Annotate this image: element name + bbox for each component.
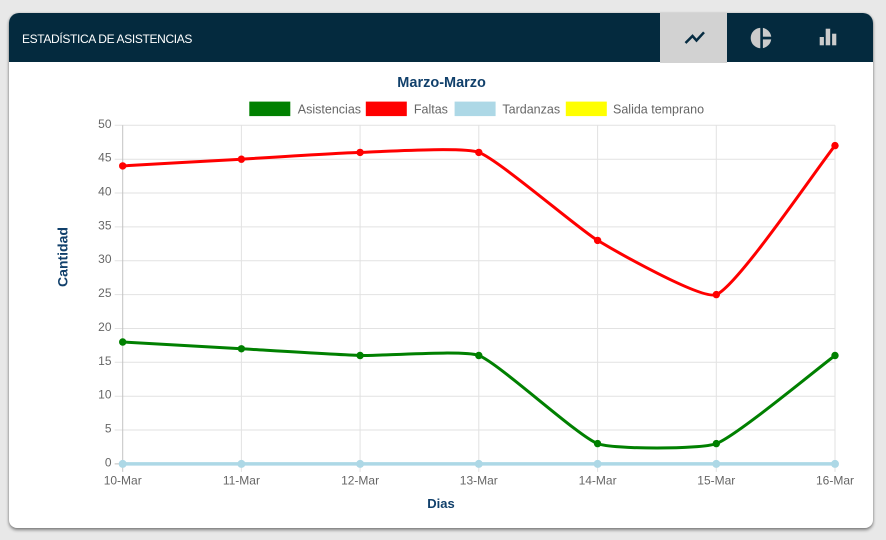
svg-text:14-Mar: 14-Mar <box>579 474 617 488</box>
svg-text:5: 5 <box>105 422 112 436</box>
svg-text:50: 50 <box>98 117 112 131</box>
svg-text:Salida temprano: Salida temprano <box>613 102 704 116</box>
svg-text:15-Mar: 15-Mar <box>697 474 735 488</box>
svg-text:Tardanzas: Tardanzas <box>502 102 560 116</box>
svg-text:10: 10 <box>98 388 112 402</box>
svg-text:40: 40 <box>98 185 112 199</box>
svg-text:Faltas: Faltas <box>414 102 448 116</box>
svg-text:Asistencias: Asistencias <box>298 102 361 116</box>
svg-text:15: 15 <box>98 354 112 368</box>
svg-text:11-Mar: 11-Mar <box>223 474 260 488</box>
svg-text:10-Mar: 10-Mar <box>104 474 142 488</box>
svg-text:30: 30 <box>98 252 112 266</box>
svg-text:0: 0 <box>105 455 112 469</box>
svg-text:35: 35 <box>98 218 112 232</box>
svg-text:12-Mar: 12-Mar <box>341 474 379 488</box>
svg-text:45: 45 <box>98 151 112 165</box>
svg-text:13-Mar: 13-Mar <box>460 474 498 488</box>
svg-text:20: 20 <box>98 320 112 334</box>
svg-text:16-Mar: 16-Mar <box>816 474 854 488</box>
svg-text:25: 25 <box>98 286 112 300</box>
